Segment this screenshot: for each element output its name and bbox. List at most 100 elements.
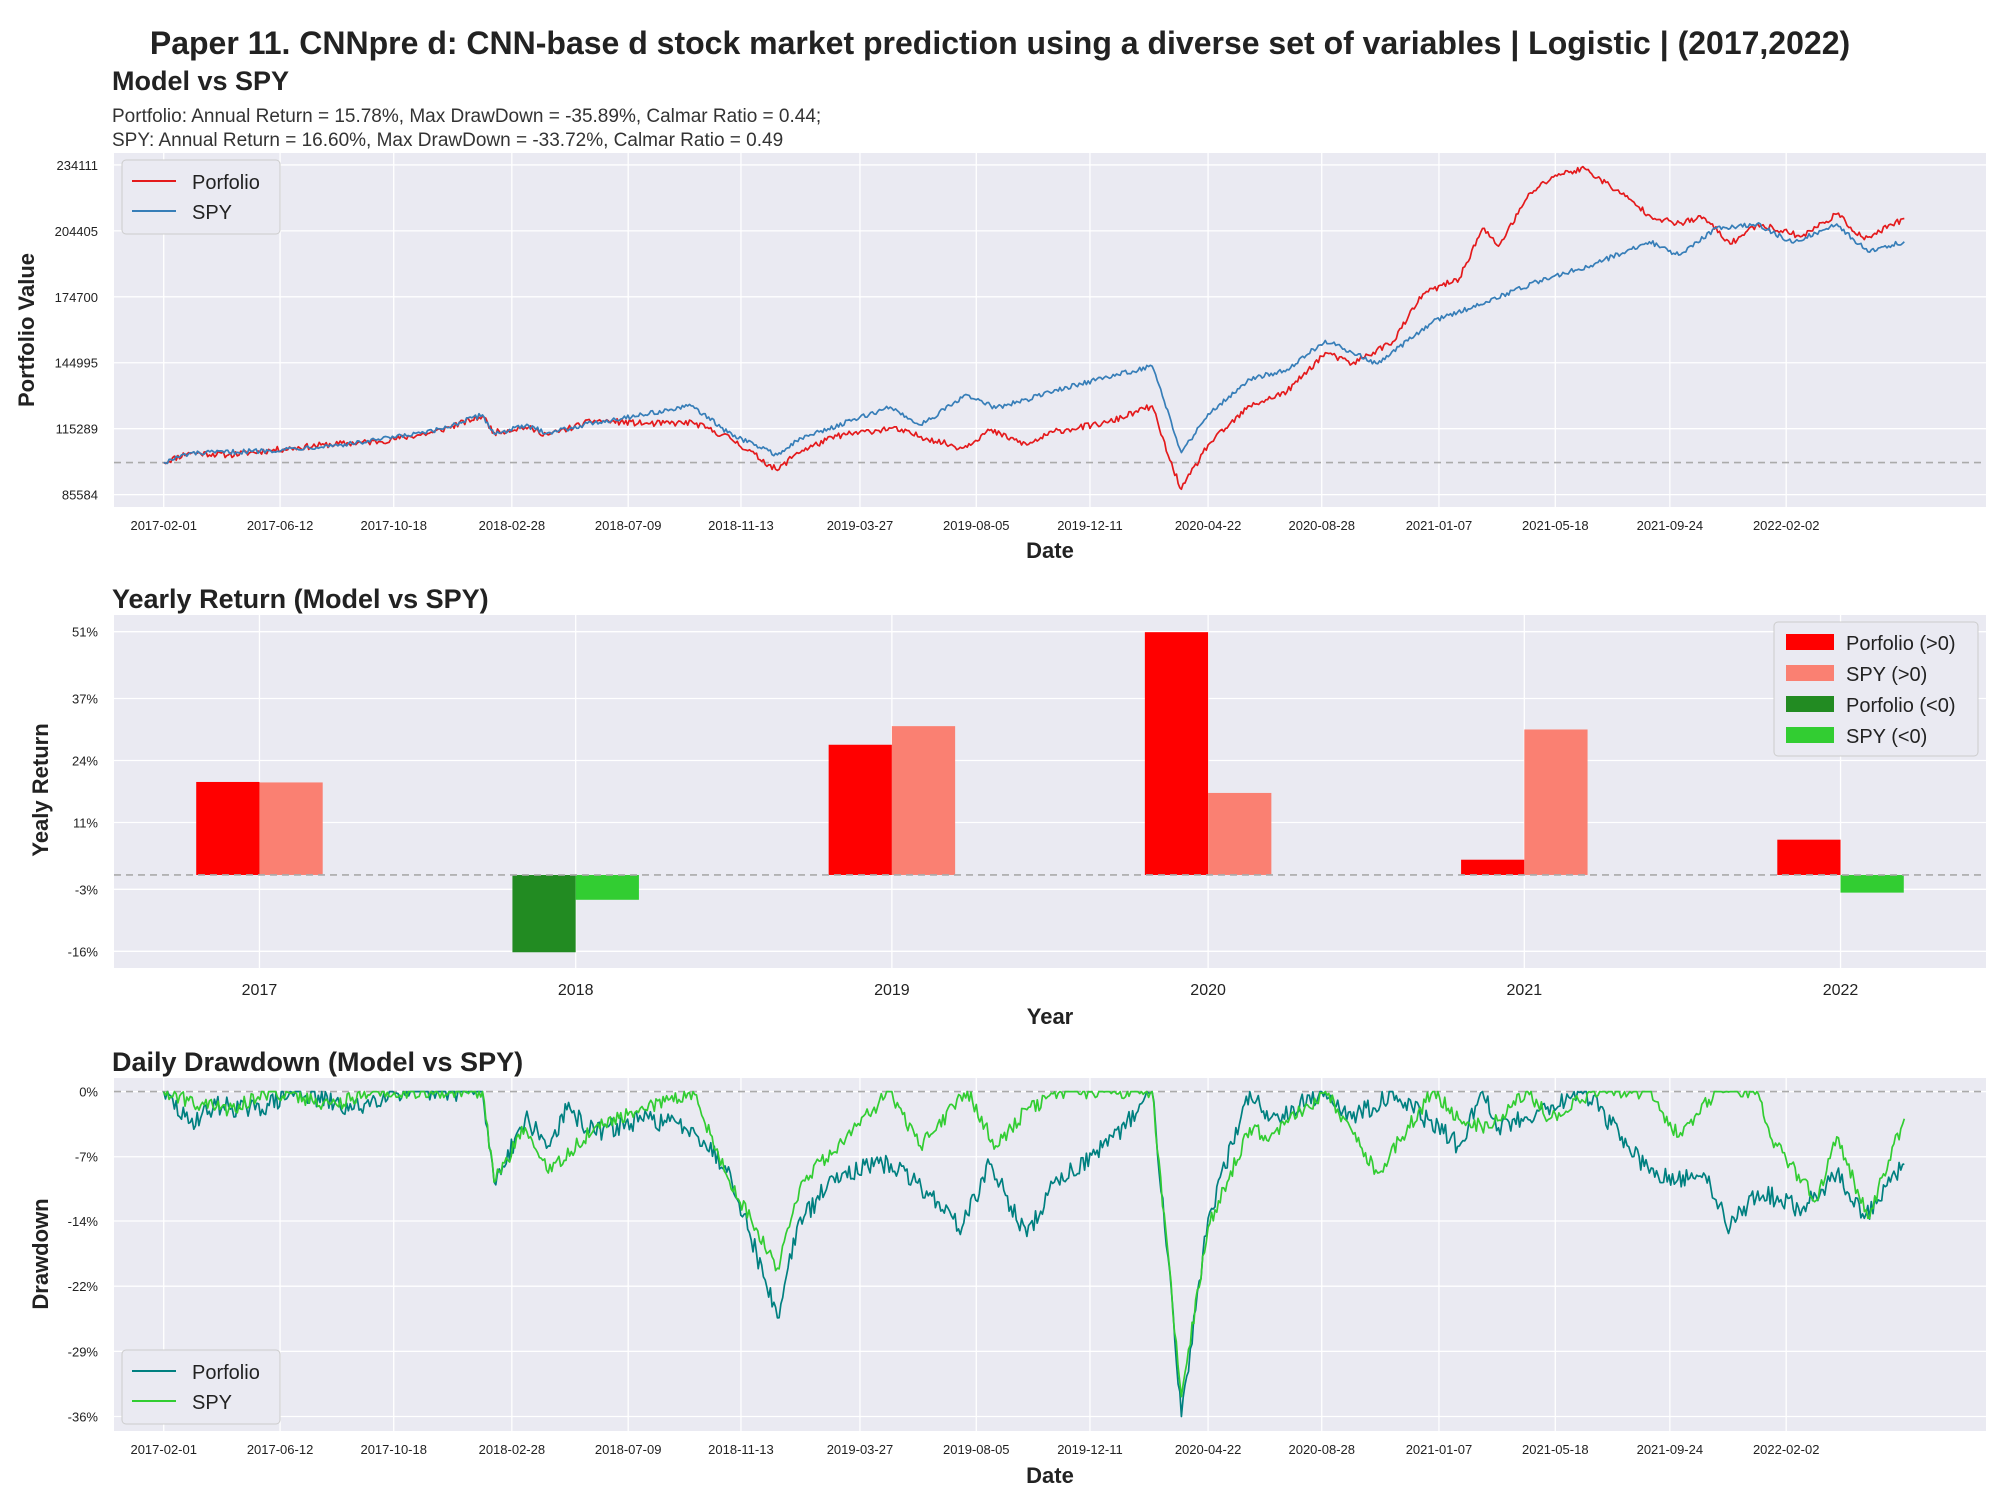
- panel1-subtitle-line2: SPY: Annual Return = 16.60%, Max DrawDow…: [112, 130, 783, 151]
- panel2-legend-portfolio-pos: Porfolio (>0): [1846, 633, 1956, 655]
- panel2-title: Yearly Return (Model vs SPY): [112, 584, 489, 614]
- p1-x-tick-label: 2021-05-18: [1522, 518, 1589, 533]
- panel3-title: Daily Drawdown (Model vs SPY): [112, 1047, 523, 1077]
- p1-y-tick-label: 174700: [55, 290, 98, 305]
- panel2-legend: Porfolio (>0) SPY (>0) Porfolio (<0) SPY…: [1773, 621, 1979, 757]
- p3-x-tick-label: 2019-08-05: [943, 1442, 1010, 1457]
- panel1-title: Model vs SPY: [112, 66, 289, 96]
- p2-y-tick-label: 37%: [72, 691, 98, 706]
- p2-y-tick-label: -3%: [75, 882, 99, 897]
- p2-bar-porfolio-2021: [1461, 859, 1525, 875]
- p1-x-tick-label: 2020-04-22: [1175, 518, 1242, 533]
- panel3-y-label: Drawdown: [28, 1198, 53, 1309]
- panel1-lines: [163, 165, 1905, 491]
- p2-bar-porfolio-2020: [1144, 632, 1209, 875]
- p1-y-tick-label: 144995: [55, 356, 98, 371]
- panel2-plot-area: [114, 615, 1986, 968]
- p2-bar-spy-2018: [575, 874, 639, 900]
- panel2-legend-portfolio-neg: Porfolio (<0): [1846, 695, 1956, 717]
- panel2-legend-box: [1773, 621, 1979, 757]
- p1-x-tick-label: 2018-11-13: [708, 518, 774, 533]
- panel3-legend-box: [121, 1349, 281, 1425]
- p2-x-tick-label: 2017: [242, 982, 278, 999]
- p2-bar-porfolio-2022: [1777, 839, 1841, 875]
- p2-y-tick-label: 51%: [72, 625, 98, 640]
- p1-x-tick-label: 2017-10-18: [360, 518, 427, 533]
- p2-bar-spy-2022: [1840, 874, 1904, 893]
- p2-y-tick-label: -16%: [68, 944, 99, 959]
- panel3-legend-spy: SPY: [192, 1392, 232, 1414]
- panel2-x-label: Year: [1027, 1004, 1074, 1029]
- p3-x-tick-label: 2018-02-28: [479, 1442, 546, 1457]
- panel2-grid: [114, 615, 1986, 968]
- p1-y-tick-label: 85584: [62, 488, 98, 503]
- yearly-return-panel: Yearly Return (Model vs SPY) -16% -3% 11% 2…: [28, 584, 1986, 1029]
- p3-x-tick-label: 2020-08-28: [1288, 1442, 1355, 1457]
- panel3-legend-portfolio: Porfolio: [192, 1362, 260, 1384]
- p2-x-tick-label: 2020: [1190, 982, 1226, 999]
- p2-bar-spy-2020: [1208, 792, 1272, 875]
- panel2-bars: [196, 632, 1904, 953]
- p2-x-tick-label: 2018: [558, 982, 594, 999]
- p3-x-tick-label: 2017-10-18: [360, 1442, 427, 1457]
- p3-y-tick-label: 0%: [79, 1085, 98, 1100]
- panel3-lines: [162, 1090, 1906, 1418]
- p1-y-tick-label: 204405: [55, 224, 98, 239]
- p3-y-tick-label: -7%: [75, 1150, 99, 1165]
- panel1-legend-spy: SPY: [192, 202, 232, 224]
- figure-suptitle: Paper 11. CNNpre d: CNN-base d stock mar…: [150, 25, 1850, 61]
- p3-x-tick-label: 2021-05-18: [1522, 1442, 1589, 1457]
- p3-x-tick-label: 2019-12-11: [1057, 1442, 1123, 1457]
- p3-x-tick-label: 2019-03-27: [827, 1442, 894, 1457]
- panel1-grid: [114, 153, 1986, 507]
- panel1-plot-area: [114, 153, 1986, 507]
- p3-y-tick-label: -14%: [68, 1214, 99, 1229]
- p1-x-tick-label: 2017-06-12: [247, 518, 314, 533]
- p1-x-tick-label: 2017-02-01: [130, 518, 197, 533]
- p1-x-tick-label: 2021-01-07: [1406, 518, 1473, 533]
- panel2-y-ticks: -16% -3% 11% 24% 37% 51%: [68, 625, 99, 960]
- p3-y-tick-label: -36%: [68, 1410, 99, 1425]
- panel1-y-ticks: 85584 115289 144995 174700 204405 234111: [55, 158, 98, 503]
- panel1-legend: Porfolio SPY: [121, 159, 281, 235]
- p2-bar-spy-2019: [891, 726, 956, 875]
- p3-x-tick-label: 2020-04-22: [1175, 1442, 1242, 1457]
- p1-x-tick-label: 2020-08-28: [1288, 518, 1355, 533]
- p3-y-tick-label: -22%: [68, 1279, 99, 1294]
- panel2-legend-spy-pos-swatch: [1786, 665, 1834, 681]
- panel1-x-ticks: 2017-02-01 2017-06-12 2017-10-18 2018-02-28…: [130, 518, 1819, 533]
- daily-drawdown-panel: Daily Drawdown (Model vs SPY) 0% -7% -14% -…: [28, 1047, 1986, 1488]
- panel3-plot-area: [114, 1078, 1986, 1431]
- p1-x-tick-label: 2021-09-24: [1637, 518, 1704, 533]
- panel2-y-label: Yealy Return: [28, 723, 53, 856]
- p2-x-tick-label: 2019: [874, 982, 910, 999]
- p3-x-tick-label: 2017-06-12: [247, 1442, 314, 1457]
- panel2-legend-portfolio-neg-swatch: [1786, 696, 1834, 712]
- p1-series-spy-line: [163, 222, 1905, 465]
- panel1-subtitle-line1: Portfolio: Annual Return = 15.78%, Max D…: [112, 106, 821, 127]
- p3-x-tick-label: 2022-02-02: [1753, 1442, 1820, 1457]
- panel2-legend-spy-neg: SPY (<0): [1846, 726, 1927, 748]
- model-vs-spy-panel: Model vs SPY Portfolio: Annual Return = …: [14, 66, 1986, 563]
- panel3-y-ticks: 0% -7% -14% -22% -29% -36%: [68, 1085, 99, 1425]
- p3-y-tick-label: -29%: [68, 1344, 99, 1359]
- p1-x-tick-label: 2019-03-27: [827, 518, 894, 533]
- p2-bar-porfolio-2018: [512, 874, 576, 953]
- p3-series-spy-line: [162, 1090, 1906, 1398]
- p3-x-tick-label: 2021-01-07: [1406, 1442, 1473, 1457]
- p1-x-tick-label: 2018-02-28: [479, 518, 546, 533]
- p3-x-tick-label: 2021-09-24: [1637, 1442, 1704, 1457]
- panel1-x-label: Date: [1026, 538, 1074, 563]
- p2-bar-spy-2017: [259, 782, 323, 875]
- p2-x-tick-label: 2022: [1823, 982, 1859, 999]
- p1-x-tick-label: 2022-02-02: [1753, 518, 1820, 533]
- p1-x-tick-label: 2019-08-05: [943, 518, 1010, 533]
- panel3-x-label: Date: [1026, 1463, 1074, 1488]
- p2-y-tick-label: 11%: [73, 816, 98, 831]
- p1-y-tick-label: 234111: [57, 158, 98, 173]
- p1-x-tick-label: 2018-07-09: [595, 518, 662, 533]
- panel1-y-label: Portfolio Value: [14, 253, 39, 407]
- p2-x-tick-label: 2021: [1507, 982, 1543, 999]
- panel3-x-ticks: 2017-02-01 2017-06-12 2017-10-18 2018-02-28…: [130, 1442, 1819, 1457]
